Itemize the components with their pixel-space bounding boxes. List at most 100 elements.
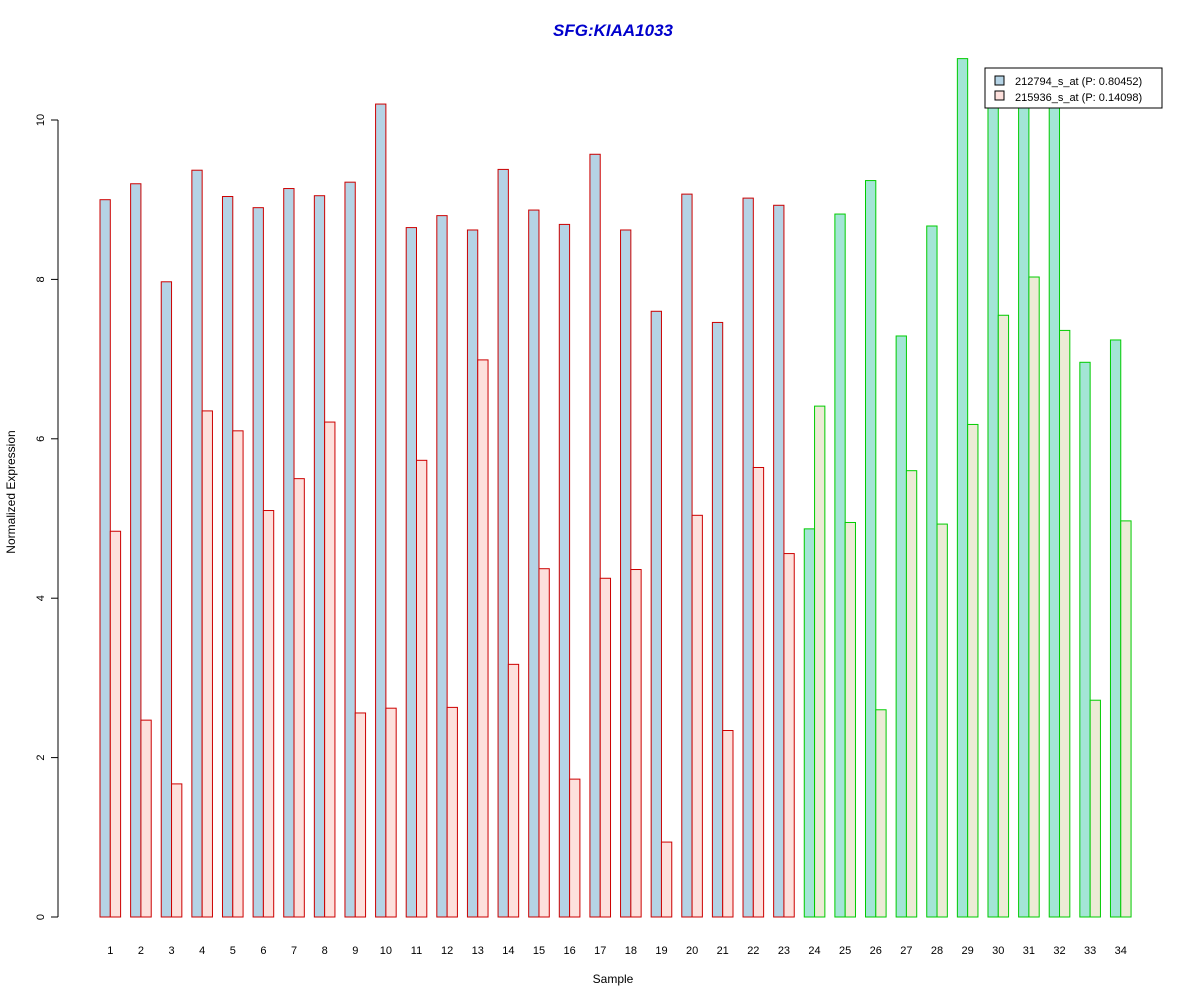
legend-label-series-1: 212794_s_at (P: 0.80452) (1015, 76, 1142, 88)
x-tick-label-26: 26 (870, 945, 882, 957)
bar-series-2-sample-5 (232, 430, 244, 918)
bar-series-2-sample-16 (569, 778, 581, 918)
bar-series-2-sample-34 (1120, 520, 1132, 918)
bar-series-2-sample-25 (844, 521, 856, 918)
bar-series-2-sample-17 (599, 577, 612, 918)
chart-title: SFG:KIAA1033 (553, 21, 674, 40)
bar-series-2-sample-14 (507, 663, 520, 918)
bar-series-1-sample-14 (497, 168, 509, 918)
bar-series-1-sample-24 (803, 528, 816, 918)
x-tick-label-27: 27 (900, 945, 912, 957)
bar-series-1-sample-10 (375, 103, 387, 918)
bar-series-2-sample-22 (752, 466, 765, 918)
x-tick-label-22: 22 (747, 945, 759, 957)
bar-series-1-sample-23 (773, 204, 785, 918)
bar-series-1-sample-15 (528, 209, 540, 918)
y-tick-label: 10 (35, 114, 47, 126)
y-axis: 0 2 4 6 8 10 (35, 114, 59, 920)
legend-swatch-series-1 (994, 75, 1005, 86)
x-tick-label-30: 30 (992, 945, 1004, 957)
y-tick-label: 4 (35, 595, 47, 601)
x-tick-label-17: 17 (594, 945, 606, 957)
bar-series-2-sample-3 (171, 783, 183, 918)
bar-series-2-sample-11 (416, 459, 428, 918)
x-tick-label-5: 5 (230, 945, 236, 957)
bars (99, 58, 1132, 918)
y-tick-label: 8 (35, 276, 47, 282)
bar-series-2-sample-12 (446, 706, 458, 918)
bar-series-1-sample-29 (956, 58, 969, 918)
x-tick-label-32: 32 (1053, 945, 1065, 957)
x-tick-label-4: 4 (199, 945, 205, 957)
bar-series-1-sample-8 (313, 195, 326, 918)
bar-series-2-sample-6 (262, 510, 275, 918)
bar-series-1-sample-9 (344, 181, 356, 918)
bar-series-2-sample-15 (538, 568, 550, 918)
bar-series-1-sample-3 (160, 281, 173, 918)
x-tick-label-3: 3 (168, 945, 174, 957)
bar-series-2-sample-9 (354, 712, 367, 918)
x-tick-label-33: 33 (1084, 945, 1096, 957)
y-axis-title: Normalized Expression (4, 430, 18, 553)
bar-series-1-sample-11 (405, 227, 418, 918)
bar-series-1-sample-12 (436, 215, 448, 918)
bar-series-1-sample-17 (589, 153, 601, 918)
bar-series-1-sample-32 (1048, 101, 1061, 918)
bar-series-1-sample-19 (650, 310, 662, 918)
bar-series-2-sample-27 (905, 470, 918, 918)
bar-series-1-sample-18 (620, 229, 632, 918)
x-tick-label-10: 10 (380, 945, 392, 957)
bar-series-1-sample-30 (987, 101, 999, 918)
legend-label-series-2: 215936_s_at (P: 0.14098) (1015, 92, 1142, 104)
bar-series-1-sample-20 (681, 193, 693, 918)
x-tick-label-20: 20 (686, 945, 698, 957)
y-tick-label: 0 (35, 914, 47, 920)
bar-series-2-sample-32 (1059, 329, 1071, 918)
bar-series-2-sample-31 (1028, 276, 1040, 918)
x-tick-label-19: 19 (655, 945, 667, 957)
bar-series-2-sample-26 (875, 709, 887, 918)
x-tick-label-9: 9 (352, 945, 358, 957)
bar-series-1-sample-31 (1018, 101, 1030, 918)
bar-series-1-sample-6 (252, 207, 264, 918)
y-tick-label: 2 (35, 755, 47, 761)
bar-series-2-sample-7 (293, 478, 305, 918)
x-tick-labels: 1 2 3 4 5 6 7 8 9 10 11 12 13 14 15 16 17 18 19 20 21 22 23 24 2… (107, 945, 1127, 957)
bar-series-1-sample-4 (191, 169, 203, 918)
x-tick-label-25: 25 (839, 945, 851, 957)
legend-box (984, 67, 1163, 109)
legend-swatch-series-2 (994, 90, 1005, 101)
x-tick-label-18: 18 (625, 945, 637, 957)
bar-series-2-sample-23 (783, 553, 795, 918)
bar-series-1-sample-16 (558, 223, 571, 918)
bar-series-2-sample-24 (814, 405, 826, 918)
x-tick-label-12: 12 (441, 945, 453, 957)
bar-series-2-sample-2 (140, 719, 152, 918)
bar-series-2-sample-13 (477, 359, 489, 918)
bar-series-1-sample-27 (895, 335, 907, 918)
bar-series-2-sample-21 (722, 730, 734, 918)
x-tick-label-28: 28 (931, 945, 943, 957)
bar-series-1-sample-28 (926, 225, 938, 918)
x-tick-label-14: 14 (502, 945, 514, 957)
x-tick-label-15: 15 (533, 945, 545, 957)
bar-series-2-sample-19 (660, 841, 673, 918)
bar-series-1-sample-21 (711, 321, 724, 918)
bar-series-2-sample-1 (109, 530, 122, 918)
bar-series-2-sample-8 (324, 421, 336, 918)
x-tick-label-11: 11 (411, 945, 422, 957)
x-tick-label-34: 34 (1115, 945, 1127, 957)
x-tick-label-21: 21 (717, 945, 729, 957)
x-tick-label-7: 7 (291, 945, 297, 957)
bar-series-2-sample-18 (630, 569, 642, 918)
bar-series-1-sample-26 (865, 180, 877, 918)
x-tick-label-8: 8 (322, 945, 328, 957)
bar-series-2-sample-29 (967, 423, 979, 918)
bar-series-2-sample-28 (936, 523, 948, 918)
bar-series-1-sample-7 (283, 188, 295, 918)
bar-series-2-sample-30 (997, 314, 1010, 918)
x-tick-label-6: 6 (260, 945, 266, 957)
bar-series-1-sample-13 (466, 229, 479, 918)
x-tick-label-1: 1 (107, 945, 113, 957)
